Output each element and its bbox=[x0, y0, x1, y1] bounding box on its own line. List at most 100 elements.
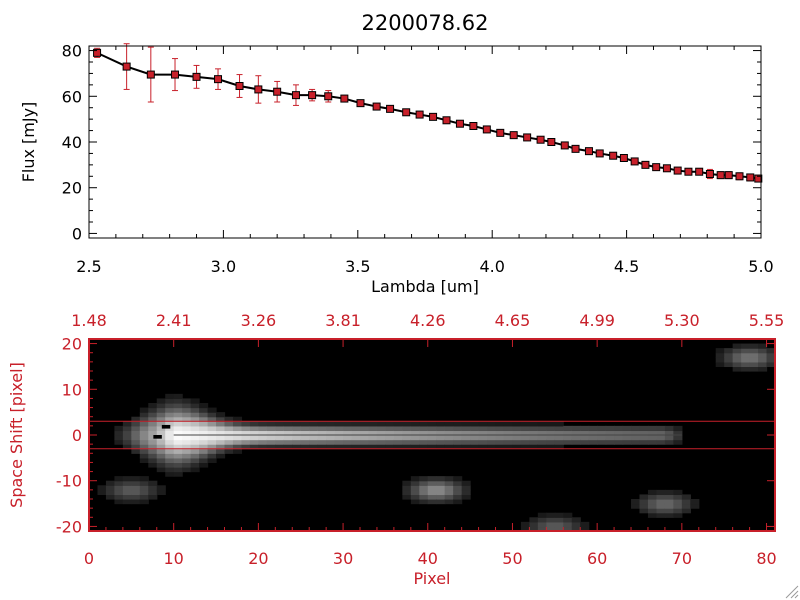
image-pixel bbox=[741, 366, 751, 372]
image-x-tick-label: 40 bbox=[418, 549, 438, 568]
data-point bbox=[372, 102, 381, 111]
image-pixel bbox=[216, 421, 226, 427]
image-pixel bbox=[283, 439, 293, 445]
image-pixel bbox=[647, 508, 658, 514]
image-pixel bbox=[360, 421, 370, 427]
image-pixel bbox=[122, 439, 132, 445]
image-pixel bbox=[114, 425, 124, 432]
image-pixel bbox=[258, 439, 268, 445]
image-pixel bbox=[436, 421, 446, 427]
image-pixel bbox=[199, 430, 209, 436]
image-pixel bbox=[173, 457, 183, 464]
image-pixel bbox=[766, 352, 776, 358]
image-pixel bbox=[419, 425, 429, 432]
image-pixel bbox=[470, 435, 480, 441]
image-pixel bbox=[622, 439, 632, 445]
image-pixel bbox=[639, 503, 649, 509]
image-pixel bbox=[131, 430, 141, 436]
image-pixel bbox=[165, 398, 175, 404]
image-pixel bbox=[241, 435, 251, 441]
image-x-tick-label: 60 bbox=[587, 549, 607, 568]
image-pixel bbox=[148, 435, 158, 441]
image-pixel bbox=[139, 425, 149, 432]
image-pixel bbox=[487, 421, 497, 427]
image-pixel bbox=[758, 366, 768, 372]
image-pixel bbox=[487, 444, 497, 450]
image-pixel bbox=[376, 439, 387, 445]
image-x-tick-label: 10 bbox=[164, 549, 184, 568]
image-pixel bbox=[360, 430, 370, 436]
image-pixel bbox=[131, 476, 141, 482]
image-pixel bbox=[732, 361, 742, 368]
image-pixel bbox=[427, 494, 437, 500]
image-pixel bbox=[131, 439, 141, 445]
image-pixel bbox=[300, 425, 310, 432]
image-pixel bbox=[139, 430, 149, 436]
data-point bbox=[386, 104, 395, 113]
image-pixel bbox=[385, 439, 395, 445]
image-pixel bbox=[139, 476, 149, 482]
image-pixel bbox=[563, 521, 573, 528]
image-pixel bbox=[156, 439, 166, 445]
image-pixel bbox=[190, 457, 200, 464]
image-pixel bbox=[554, 526, 564, 532]
image-pixel bbox=[207, 425, 217, 432]
image-pixel bbox=[122, 489, 132, 496]
image-pixel bbox=[614, 435, 624, 441]
image-pixel bbox=[334, 444, 344, 450]
image-pixel bbox=[529, 521, 539, 528]
image-pixel bbox=[453, 489, 463, 496]
image-pixel bbox=[410, 485, 420, 491]
y-tick-label: 0 bbox=[72, 224, 82, 243]
image-pixel bbox=[436, 489, 446, 496]
image-pixel bbox=[122, 494, 132, 500]
image-pixel bbox=[309, 421, 319, 427]
image-pixel bbox=[427, 430, 437, 436]
image-pixel bbox=[673, 435, 683, 441]
image-pixel bbox=[758, 343, 768, 349]
image-pixel bbox=[436, 430, 446, 436]
image-pixel bbox=[249, 430, 259, 436]
image-pixel bbox=[148, 430, 158, 436]
image-y-axis-label: Space Shift [pixel] bbox=[7, 362, 26, 508]
image-pixel bbox=[571, 435, 581, 441]
image-pixel bbox=[749, 366, 759, 372]
image-pixel bbox=[351, 430, 361, 436]
image-pixel bbox=[105, 480, 116, 486]
resize-grip[interactable] bbox=[785, 585, 799, 599]
image-pixel bbox=[487, 425, 497, 432]
image-pixel bbox=[563, 430, 573, 436]
image-pixel bbox=[317, 421, 327, 427]
image-pixel bbox=[173, 421, 183, 427]
image-pixel bbox=[165, 435, 175, 441]
image-pixel bbox=[393, 430, 403, 436]
image-pixel bbox=[309, 425, 319, 432]
image-pixel bbox=[673, 425, 683, 432]
image-pixel bbox=[182, 453, 192, 459]
image-pixel bbox=[503, 444, 514, 450]
image-pixel bbox=[122, 499, 132, 505]
image-pixel bbox=[410, 480, 420, 486]
image-pixel bbox=[360, 439, 370, 445]
image-pixel bbox=[402, 425, 412, 432]
image-pixel bbox=[131, 444, 141, 450]
image-pixel bbox=[241, 444, 251, 450]
image-pixel bbox=[148, 412, 158, 418]
image-pixel bbox=[148, 462, 158, 468]
image-pixel bbox=[275, 425, 285, 432]
image-pixel bbox=[520, 421, 530, 427]
image-pixel bbox=[326, 430, 336, 436]
image-pixel bbox=[139, 439, 149, 445]
image-pixel bbox=[520, 526, 530, 532]
image-pixel bbox=[444, 439, 454, 445]
image-pixel bbox=[182, 439, 192, 445]
data-point bbox=[324, 92, 333, 101]
image-pixel bbox=[148, 439, 158, 445]
image-pixel bbox=[199, 439, 209, 445]
image-pixel bbox=[122, 421, 132, 427]
image-pixel bbox=[173, 453, 183, 459]
image-pixel bbox=[453, 476, 463, 482]
image-pixel bbox=[461, 494, 471, 500]
image-pixel bbox=[410, 444, 420, 450]
image-pixel bbox=[368, 425, 378, 432]
